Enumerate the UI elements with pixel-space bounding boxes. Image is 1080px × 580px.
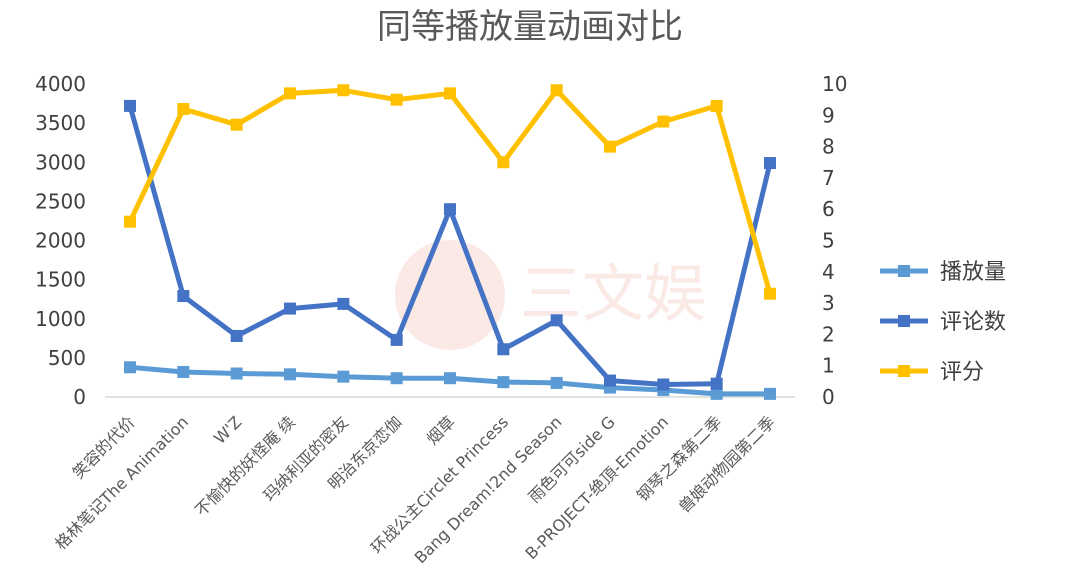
series-marker: [550, 314, 563, 327]
series-marker: [710, 377, 723, 390]
series-marker: [177, 103, 190, 116]
series-marker: [124, 361, 136, 374]
series-marker: [284, 368, 296, 381]
series-marker: [230, 118, 243, 131]
legend-marker: [898, 315, 910, 327]
series-marker: [230, 367, 243, 380]
series-marker: [390, 93, 403, 106]
series-marker: [604, 374, 616, 387]
right-tick-label: 8: [822, 135, 835, 159]
series-marker: [550, 376, 563, 389]
series-marker: [177, 290, 190, 303]
series-marker: [657, 378, 670, 391]
series-marker: [497, 343, 510, 356]
series-marker: [764, 287, 776, 300]
series-marker: [604, 140, 616, 153]
right-tick-label: 1: [822, 354, 835, 378]
left-tick-label: 3500: [35, 111, 86, 135]
left-axis: 0 500 1000 1500 2000 2500 3000 3500 4000: [35, 72, 86, 409]
watermark: 三文娱: [395, 240, 706, 350]
series-marker: [337, 297, 350, 310]
left-tick-label: 0: [73, 385, 86, 409]
series-marker: [390, 333, 403, 346]
right-tick-label: 5: [822, 229, 835, 253]
x-tick-label: 烟草: [423, 412, 459, 448]
left-tick-label: 3000: [35, 150, 86, 174]
legend-label: 评论数: [940, 310, 1006, 335]
right-tick-label: 9: [822, 103, 835, 127]
x-tick-label: 兽娘动物园第二季: [675, 412, 779, 516]
series-marker: [230, 329, 243, 342]
series-marker: [497, 156, 510, 169]
series-marker: [497, 376, 510, 389]
series-layer: [124, 84, 776, 400]
series-marker: [657, 115, 670, 128]
series-marker: [390, 372, 403, 385]
series-marker: [124, 99, 136, 112]
left-tick-label: 2500: [35, 189, 86, 213]
left-tick-label: 1500: [35, 268, 86, 292]
x-tick-label: W'Z: [210, 412, 246, 448]
right-tick-label: 2: [822, 322, 835, 346]
series-marker: [710, 387, 723, 400]
left-tick-label: 1000: [35, 307, 86, 331]
right-tick-label: 0: [822, 385, 835, 409]
left-tick-label: 500: [48, 346, 86, 370]
legend-label: 评分: [940, 360, 984, 385]
series-marker: [764, 387, 776, 400]
series-marker: [444, 203, 456, 216]
legend-label: 播放量: [940, 260, 1006, 285]
series-marker: [444, 372, 456, 385]
left-tick-label: 4000: [35, 72, 86, 96]
legend-marker: [898, 365, 910, 377]
series-marker: [337, 84, 350, 97]
right-tick-label: 6: [822, 197, 835, 221]
right-tick-label: 7: [822, 166, 835, 190]
x-tick-label: 不愉快的妖怪庵 续: [191, 412, 299, 520]
watermark-text: 三文娱: [520, 257, 706, 330]
right-tick-label: 3: [822, 291, 835, 315]
series-marker: [764, 157, 776, 170]
series-marker: [337, 370, 350, 383]
watermark-logo: [395, 240, 505, 350]
chart-title: 同等播放量动画对比: [377, 7, 683, 47]
legend-marker: [898, 265, 910, 277]
right-tick-label: 10: [822, 72, 847, 96]
series-marker: [177, 365, 190, 378]
series-marker: [284, 87, 296, 100]
right-tick-label: 4: [822, 260, 835, 284]
series-marker: [710, 99, 723, 112]
series-marker: [284, 302, 296, 315]
right-axis: 0 1 2 3 4 5 6 7 8 9 10: [822, 72, 847, 409]
series-marker: [550, 84, 563, 97]
series-marker: [444, 87, 456, 100]
left-tick-label: 2000: [35, 229, 86, 253]
series-marker: [124, 215, 136, 228]
